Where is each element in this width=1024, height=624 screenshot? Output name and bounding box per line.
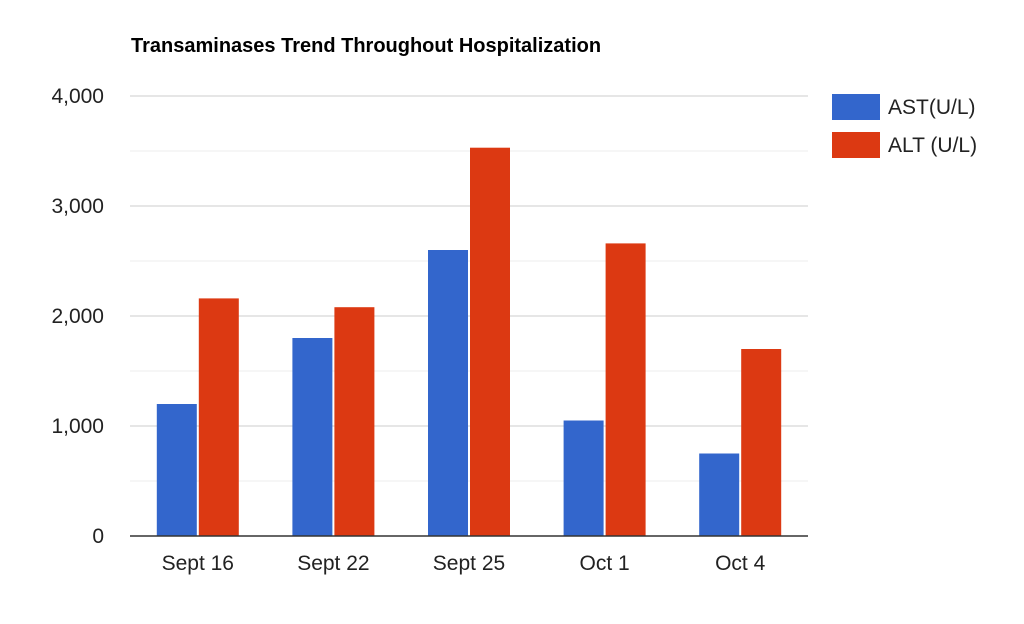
axes: 0 1,000 2,000 3,000 4,000 Sept 16 Sept 22 Sept … — [51, 85, 808, 575]
bar-ast — [699, 453, 740, 536]
legend-swatch — [832, 94, 880, 120]
bar-ast — [563, 420, 604, 536]
legend-swatch — [832, 132, 880, 158]
x-tick-label: Oct 1 — [580, 552, 630, 575]
bar-alt — [470, 147, 510, 536]
y-tick-label: 1,000 — [51, 415, 104, 438]
legend: AST(U/L) ALT (U/L) — [832, 94, 977, 158]
y-tick-label: 4,000 — [51, 85, 104, 108]
bar-alt — [741, 349, 782, 536]
x-tick-label: Sept 25 — [433, 552, 505, 575]
bar-alt — [198, 298, 239, 536]
bar-alt — [605, 243, 646, 536]
y-tick-label: 0 — [92, 525, 104, 548]
legend-label: ALT (U/L) — [888, 134, 977, 157]
gridlines — [130, 95, 808, 482]
y-tick-label: 3,000 — [51, 195, 104, 218]
y-tick-label: 2,000 — [51, 305, 104, 328]
chart-title: Transaminases Trend Throughout Hospitali… — [131, 35, 601, 57]
legend-label: AST(U/L) — [888, 96, 976, 119]
x-tick-label: Sept 22 — [297, 552, 369, 575]
x-tick-label: Sept 16 — [162, 552, 234, 575]
bar-alt — [334, 307, 375, 536]
bars — [156, 147, 782, 536]
bar-ast — [292, 338, 333, 536]
x-tick-label: Oct 4 — [715, 552, 766, 575]
bar-ast — [156, 404, 197, 536]
bar-ast — [428, 250, 468, 536]
